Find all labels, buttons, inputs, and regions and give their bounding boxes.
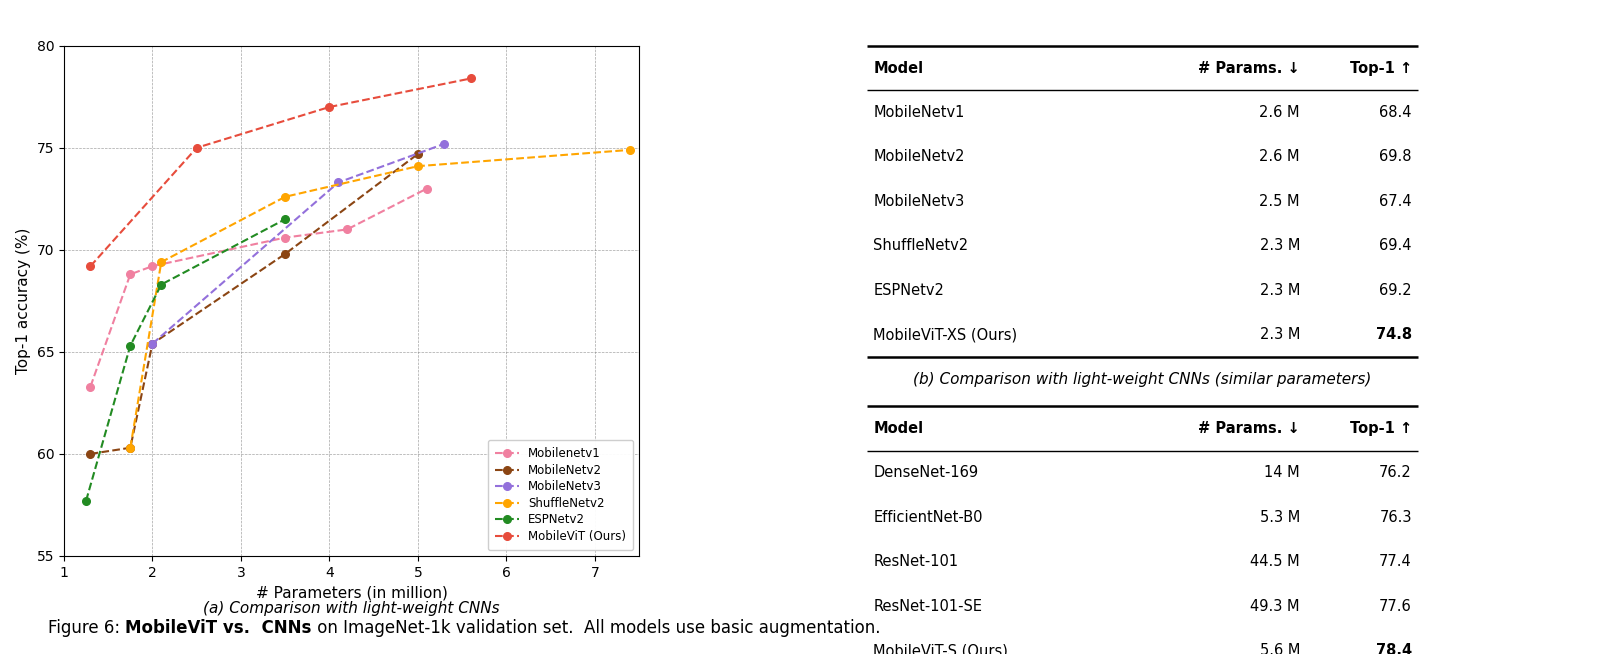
Text: 76.3: 76.3 bbox=[1379, 510, 1413, 525]
Text: 74.8: 74.8 bbox=[1376, 328, 1413, 342]
Text: 78.4: 78.4 bbox=[1376, 644, 1413, 654]
Text: Model: Model bbox=[873, 421, 924, 436]
Text: 14 M: 14 M bbox=[1264, 466, 1301, 480]
Text: MobileNetv1: MobileNetv1 bbox=[873, 105, 965, 120]
Text: 44.5 M: 44.5 M bbox=[1250, 555, 1301, 569]
Text: 69.4: 69.4 bbox=[1379, 239, 1413, 253]
Text: DenseNet-169: DenseNet-169 bbox=[873, 466, 978, 480]
Text: 49.3 M: 49.3 M bbox=[1251, 599, 1301, 613]
Text: 67.4: 67.4 bbox=[1379, 194, 1413, 209]
Text: 5.3 M: 5.3 M bbox=[1259, 510, 1301, 525]
Text: ResNet-101-SE: ResNet-101-SE bbox=[873, 599, 983, 613]
Text: Top-1 ↑: Top-1 ↑ bbox=[1350, 421, 1413, 436]
Text: (a) Comparison with light-weight CNNs: (a) Comparison with light-weight CNNs bbox=[203, 601, 500, 615]
Text: 2.3 M: 2.3 M bbox=[1259, 239, 1301, 253]
Text: 69.8: 69.8 bbox=[1379, 150, 1413, 164]
Text: ResNet-101: ResNet-101 bbox=[873, 555, 959, 569]
Text: 2.6 M: 2.6 M bbox=[1259, 105, 1301, 120]
Text: 77.4: 77.4 bbox=[1379, 555, 1413, 569]
Text: 2.5 M: 2.5 M bbox=[1259, 194, 1301, 209]
Text: MobileNetv2: MobileNetv2 bbox=[873, 150, 965, 164]
Text: # Params. ↓: # Params. ↓ bbox=[1198, 61, 1301, 75]
Text: MobileViT-XS (Ours): MobileViT-XS (Ours) bbox=[873, 328, 1018, 342]
Text: EfficientNet-B0: EfficientNet-B0 bbox=[873, 510, 983, 525]
Text: Model: Model bbox=[873, 61, 924, 75]
Text: 2.6 M: 2.6 M bbox=[1259, 150, 1301, 164]
Text: 2.3 M: 2.3 M bbox=[1259, 283, 1301, 298]
Text: 2.3 M: 2.3 M bbox=[1259, 328, 1301, 342]
Text: 5.6 M: 5.6 M bbox=[1259, 644, 1301, 654]
Text: (b) Comparison with light-weight CNNs (similar parameters): (b) Comparison with light-weight CNNs (s… bbox=[914, 373, 1371, 387]
Text: 76.2: 76.2 bbox=[1379, 466, 1413, 480]
Text: Figure 6:: Figure 6: bbox=[48, 619, 125, 637]
Text: MobileNetv3: MobileNetv3 bbox=[873, 194, 965, 209]
Y-axis label: Top-1 accuracy (%): Top-1 accuracy (%) bbox=[16, 228, 30, 374]
Text: Top-1 ↑: Top-1 ↑ bbox=[1350, 61, 1413, 75]
Text: on ImageNet-1k validation set.  All models use basic augmentation.: on ImageNet-1k validation set. All model… bbox=[312, 619, 880, 637]
X-axis label: # Parameters (in million): # Parameters (in million) bbox=[256, 585, 447, 600]
Text: 69.2: 69.2 bbox=[1379, 283, 1413, 298]
Text: MobileViT vs.  CNNs: MobileViT vs. CNNs bbox=[125, 619, 312, 637]
Text: ShuffleNetv2: ShuffleNetv2 bbox=[873, 239, 968, 253]
Text: MobileViT-S (Ours): MobileViT-S (Ours) bbox=[873, 644, 1008, 654]
Text: 68.4: 68.4 bbox=[1379, 105, 1413, 120]
Text: 77.6: 77.6 bbox=[1379, 599, 1413, 613]
Text: ESPNetv2: ESPNetv2 bbox=[873, 283, 944, 298]
Text: # Params. ↓: # Params. ↓ bbox=[1198, 421, 1301, 436]
Legend: Mobilenetv1, MobileNetv2, MobileNetv3, ShuffleNetv2, ESPNetv2, MobileViT (Ours): Mobilenetv1, MobileNetv2, MobileNetv3, S… bbox=[487, 440, 633, 550]
